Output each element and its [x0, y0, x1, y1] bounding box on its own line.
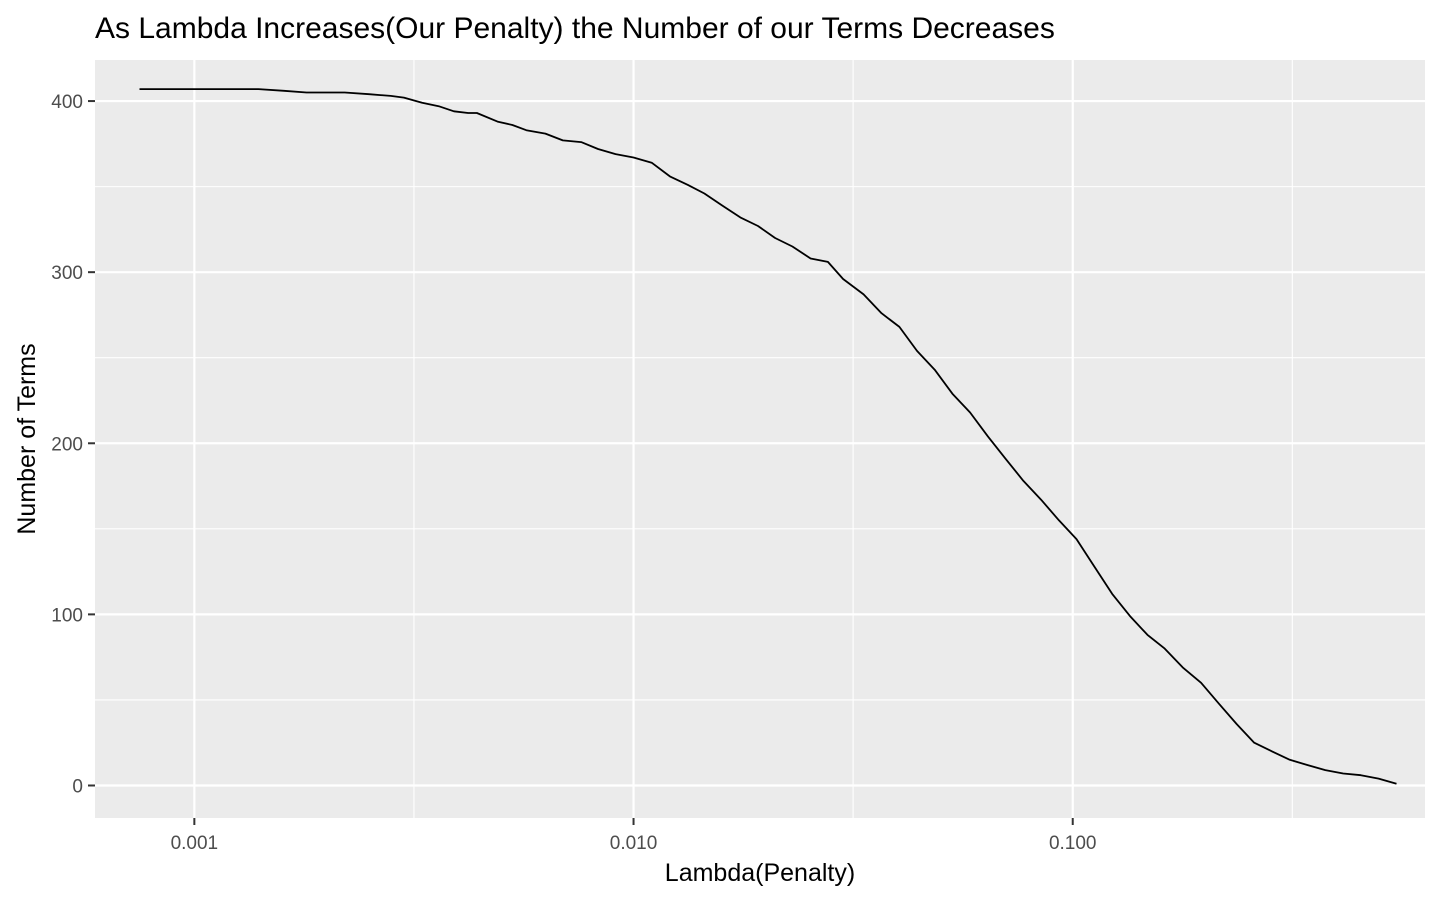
x-axis-title: Lambda(Penalty): [665, 859, 855, 887]
gridlines: [95, 60, 1425, 818]
y-tick-label-0: 0: [72, 776, 83, 797]
y-tick-label-2: 200: [51, 434, 83, 455]
y-axis-title: Number of Terms: [13, 343, 41, 534]
x-tick-label-2: 0.100: [1049, 833, 1097, 854]
x-tick-label-1: 0.010: [610, 833, 658, 854]
data-series: [139, 88, 1397, 785]
tick-labels: 0.001 0.010 0.100 0 100 200 300 400: [51, 92, 1096, 854]
y-tick-label-4: 400: [51, 92, 83, 113]
chart-title: As Lambda Increases(Our Penalty) the Num…: [95, 12, 1055, 45]
y-tick-label-3: 300: [51, 263, 83, 284]
y-tick-label-1: 100: [51, 605, 83, 626]
x-tick-label-0: 0.001: [171, 833, 219, 854]
series-line-0: [139, 88, 1397, 785]
plot-panel: [95, 60, 1425, 818]
axis-ticks: [88, 100, 1074, 825]
